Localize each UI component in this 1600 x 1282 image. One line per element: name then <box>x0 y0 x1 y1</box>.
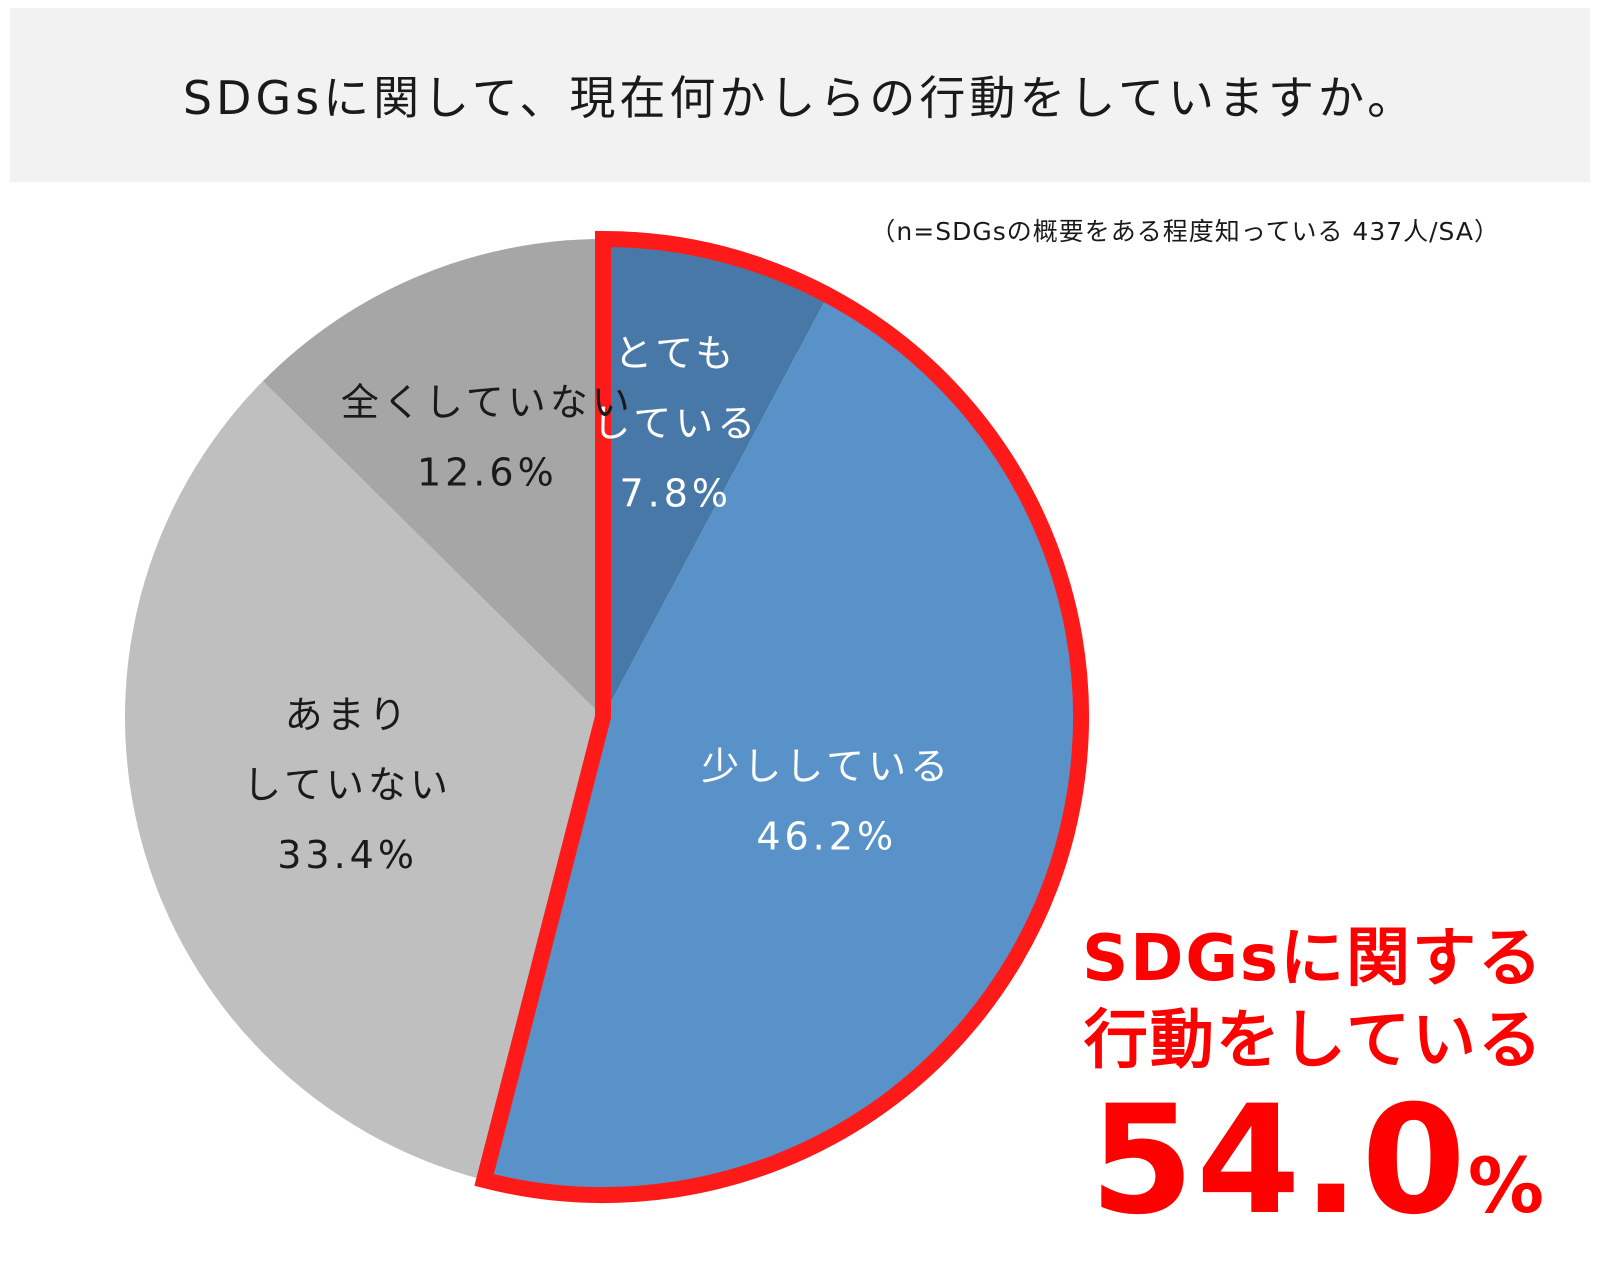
highlight-outline <box>474 230 1089 1203</box>
callout-line-2: 行動をしている <box>1083 1004 1544 1078</box>
pie-slice-0 <box>603 239 828 717</box>
slice-category-label-2: あまり <box>285 693 411 737</box>
title-banner: SDGsに関して、現在何かしらの行動をしていますか。 <box>10 8 1590 182</box>
slice-value-label-1: 46.2% <box>756 814 897 858</box>
pie-slice-1 <box>484 295 1081 1196</box>
slice-category-label-0: している <box>592 401 759 445</box>
slice-category-label-0: とても <box>614 331 737 375</box>
slice-value-label-2: 33.4% <box>277 833 418 877</box>
callout-value: 54.0 <box>1089 1074 1468 1248</box>
pie-slice-3 <box>262 239 603 717</box>
callout-line-1: SDGsに関する <box>1082 922 1544 996</box>
chart-title: SDGsに関して、現在何かしらの行動をしていますか。 <box>182 71 1418 125</box>
pie-slice-2 <box>124 381 603 1180</box>
slice-category-label-3: 全くしていない <box>341 381 634 425</box>
callout-value-row: 54.0% <box>1024 1086 1544 1282</box>
slice-value-label-0: 7.8% <box>620 471 733 515</box>
action-callout: SDGsに関する 行動をしている 54.0% <box>1024 918 1544 1282</box>
slice-value-label-3: 12.6% <box>417 451 558 495</box>
sample-note: （n=SDGsの概要をある程度知っている 437人/SA） <box>870 217 1500 246</box>
callout-unit: % <box>1467 1141 1544 1230</box>
slice-category-label-1: 少ししている <box>701 744 952 788</box>
slice-category-label-2: していない <box>243 763 452 807</box>
